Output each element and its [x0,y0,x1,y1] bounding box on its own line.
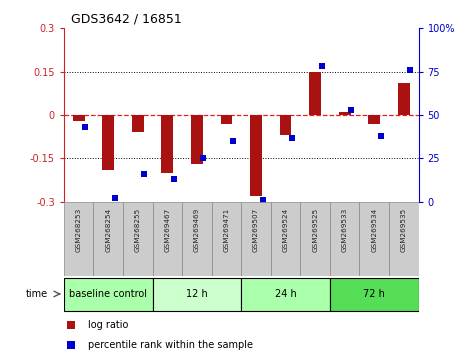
Point [288,135,296,141]
Bar [359,202,389,276]
Point [377,133,385,139]
Bar [241,278,330,312]
Bar [212,202,241,276]
Point [67,322,75,327]
Point [140,171,148,177]
Text: 24 h: 24 h [275,289,297,299]
Point [111,195,118,201]
Bar [339,112,350,115]
Bar [330,278,419,312]
Bar [300,202,330,276]
Bar [368,115,380,124]
Bar [102,115,114,170]
Point [347,107,355,113]
Point [67,342,75,348]
Bar [398,83,410,115]
Bar [191,115,203,164]
Point [200,156,207,161]
Text: GSM269469: GSM269469 [194,208,200,252]
Point [81,124,89,130]
Text: log ratio: log ratio [88,320,128,330]
Bar [94,202,123,276]
Bar [152,278,241,312]
Text: GSM269507: GSM269507 [253,208,259,252]
Bar [161,115,173,173]
Bar [64,202,94,276]
Text: GSM269471: GSM269471 [223,208,229,252]
Bar [330,202,359,276]
Text: baseline control: baseline control [69,289,147,299]
Point [318,64,325,69]
Bar [64,278,152,312]
Bar [250,115,262,196]
Bar [132,115,144,132]
Text: GSM268253: GSM268253 [76,208,82,252]
Text: GSM268255: GSM268255 [135,208,141,252]
Text: GSM269524: GSM269524 [282,208,289,252]
Text: GSM269535: GSM269535 [401,208,407,252]
Bar [152,202,182,276]
Text: GSM269534: GSM269534 [371,208,377,252]
Bar [280,115,291,135]
Bar [220,115,232,124]
Bar [73,115,85,121]
Bar [241,202,271,276]
Bar [309,72,321,115]
Text: GSM269467: GSM269467 [164,208,170,252]
Bar [123,202,152,276]
Text: 12 h: 12 h [186,289,208,299]
Text: GSM269525: GSM269525 [312,208,318,252]
Text: percentile rank within the sample: percentile rank within the sample [88,340,253,350]
Point [407,67,414,73]
Point [170,176,178,182]
Text: time: time [26,289,48,299]
Text: 72 h: 72 h [363,289,385,299]
Text: GSM269533: GSM269533 [342,208,348,252]
Bar [271,202,300,276]
Bar [182,202,211,276]
Point [229,138,236,144]
Bar [389,202,419,276]
Text: GDS3642 / 16851: GDS3642 / 16851 [71,13,182,26]
Text: GSM268254: GSM268254 [105,208,111,252]
Point [259,197,266,203]
